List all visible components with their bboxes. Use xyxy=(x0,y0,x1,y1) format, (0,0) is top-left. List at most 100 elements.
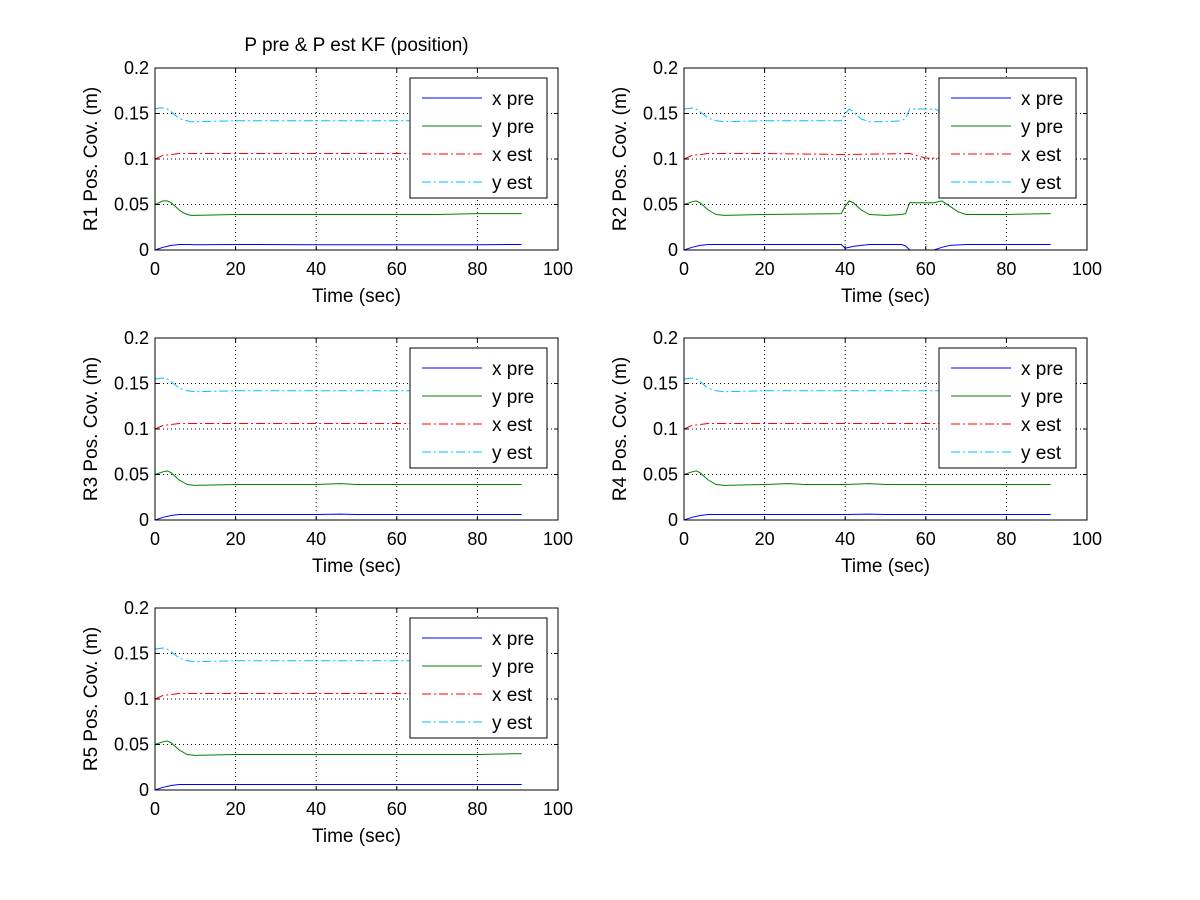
x-tick-label: 100 xyxy=(543,799,573,819)
legend-entry-label: x pre xyxy=(1021,89,1063,110)
x-axis-label: Time (sec) xyxy=(312,826,401,847)
y-axis-label: R2 Pos. Cov. (m) xyxy=(610,87,631,231)
x-tick-label: 80 xyxy=(467,529,487,549)
legend-entry-label: x est xyxy=(492,415,533,436)
series-line-y-est xyxy=(154,107,522,123)
legend: x pre y pre x est y est xyxy=(938,77,1077,199)
legend-entry-label: x est xyxy=(492,145,533,166)
x-tick-label: 40 xyxy=(835,529,855,549)
legend: x pre y pre x est y est xyxy=(409,77,548,199)
series-line-x-pre xyxy=(154,784,522,791)
x-tick-label: 80 xyxy=(467,799,487,819)
x-axis-label: Time (sec) xyxy=(312,556,401,577)
y-tick-label: 0.15 xyxy=(643,104,678,124)
legend-entry-label: x est xyxy=(1021,145,1062,166)
x-tick-label: 60 xyxy=(387,529,407,549)
y-tick-label: 0.2 xyxy=(124,328,149,348)
series-line-y-pre xyxy=(154,200,522,216)
subplot-5: 0 20 40 60 80 100 0 0.05 0.1 0.15 0.2 Time (sec) R5 … xyxy=(81,598,573,847)
x-tick-label: 20 xyxy=(755,259,775,279)
y-tick-label: 0.2 xyxy=(653,328,678,348)
legend: x pre y pre x est y est xyxy=(409,617,548,739)
y-tick-label: 0.05 xyxy=(114,195,149,215)
x-tick-label: 100 xyxy=(543,529,573,549)
y-axis-label: R4 Pos. Cov. (m) xyxy=(610,357,631,501)
x-tick-label: 40 xyxy=(306,259,326,279)
x-tick-label: 100 xyxy=(1072,529,1102,549)
x-tick-label: 80 xyxy=(996,529,1016,549)
y-tick-label: 0 xyxy=(139,780,149,800)
x-tick-label: 40 xyxy=(306,529,326,549)
x-tick-label: 60 xyxy=(916,259,936,279)
legend-entry-label: x pre xyxy=(1021,359,1063,380)
x-tick-label: 80 xyxy=(467,259,487,279)
legend-entry-label: x est xyxy=(1021,415,1062,436)
legend-entry-label: y est xyxy=(1021,443,1062,464)
y-tick-label: 0.2 xyxy=(653,58,678,78)
y-axis-label: R3 Pos. Cov. (m) xyxy=(81,357,102,501)
legend-entry-label: y pre xyxy=(1021,117,1063,138)
y-tick-label: 0.1 xyxy=(124,149,149,169)
x-tick-label: 0 xyxy=(150,259,160,279)
legend-entry-label: y pre xyxy=(1021,387,1063,408)
y-tick-label: 0.15 xyxy=(114,104,149,124)
legend: x pre y pre x est y est xyxy=(938,347,1077,469)
y-tick-label: 0 xyxy=(668,240,678,260)
y-axis-label: R1 Pos. Cov. (m) xyxy=(81,87,102,231)
legend-entry-label: y pre xyxy=(492,657,534,678)
series-line-y-pre xyxy=(683,200,1051,216)
subplot-1: 0 20 40 60 80 100 0 0.05 0.1 0.15 0.2 Time (sec) R1 … xyxy=(81,35,573,307)
subplot-3: 0 20 40 60 80 100 0 0.05 0.1 0.15 0.2 Time (sec) R3 … xyxy=(81,328,573,577)
series-line-y-pre xyxy=(154,740,522,756)
y-tick-label: 0.05 xyxy=(114,465,149,485)
y-tick-label: 0 xyxy=(668,510,678,530)
series-line-y-pre xyxy=(683,470,1051,486)
legend-entry-label: y pre xyxy=(492,117,534,138)
y-tick-label: 0.1 xyxy=(653,149,678,169)
x-axis-label: Time (sec) xyxy=(841,286,930,307)
x-tick-label: 60 xyxy=(387,799,407,819)
x-tick-label: 100 xyxy=(543,259,573,279)
y-tick-label: 0.1 xyxy=(124,419,149,439)
y-tick-label: 0.15 xyxy=(114,374,149,394)
x-tick-label: 60 xyxy=(916,529,936,549)
legend-entry-label: x pre xyxy=(492,89,534,110)
y-tick-label: 0.05 xyxy=(643,195,678,215)
series-line-x-pre xyxy=(683,244,1051,251)
x-tick-label: 0 xyxy=(679,529,689,549)
series-line-x-est xyxy=(154,153,522,160)
y-tick-label: 0.1 xyxy=(124,689,149,709)
legend-entry-label: x pre xyxy=(492,359,534,380)
y-tick-label: 0.2 xyxy=(124,598,149,618)
y-tick-label: 0.05 xyxy=(643,465,678,485)
y-tick-label: 0.1 xyxy=(653,419,678,439)
subplot-4: 0 20 40 60 80 100 0 0.05 0.1 0.15 0.2 Time (sec) R4 … xyxy=(610,328,1102,577)
series-line-x-pre xyxy=(683,513,1051,521)
legend-entry-label: x est xyxy=(492,685,533,706)
subplot-2: 0 20 40 60 80 100 0 0.05 0.1 0.15 0.2 Time (sec) R2 … xyxy=(610,58,1102,307)
x-tick-label: 100 xyxy=(1072,259,1102,279)
x-tick-label: 60 xyxy=(387,259,407,279)
x-tick-label: 0 xyxy=(150,799,160,819)
y-tick-label: 0.05 xyxy=(114,735,149,755)
x-tick-label: 0 xyxy=(150,529,160,549)
series-line-x-est xyxy=(154,693,522,700)
legend-entry-label: x pre xyxy=(492,629,534,650)
series-line-x-pre xyxy=(154,243,522,251)
legend: x pre y pre x est y est xyxy=(409,347,548,469)
y-tick-label: 0 xyxy=(139,510,149,530)
x-tick-label: 40 xyxy=(306,799,326,819)
x-tick-label: 0 xyxy=(679,259,689,279)
series-line-y-pre xyxy=(154,470,522,486)
x-tick-label: 20 xyxy=(226,529,246,549)
x-axis-label: Time (sec) xyxy=(312,286,401,307)
series-line-x-est xyxy=(683,423,1051,430)
legend-entry-label: y pre xyxy=(492,387,534,408)
x-tick-label: 20 xyxy=(755,529,775,549)
y-tick-label: 0.15 xyxy=(643,374,678,394)
y-tick-label: 0.2 xyxy=(124,58,149,78)
x-axis-label: Time (sec) xyxy=(841,556,930,577)
legend-entry-label: y est xyxy=(492,173,533,194)
chart-title: P pre & P est KF (position) xyxy=(244,35,468,56)
